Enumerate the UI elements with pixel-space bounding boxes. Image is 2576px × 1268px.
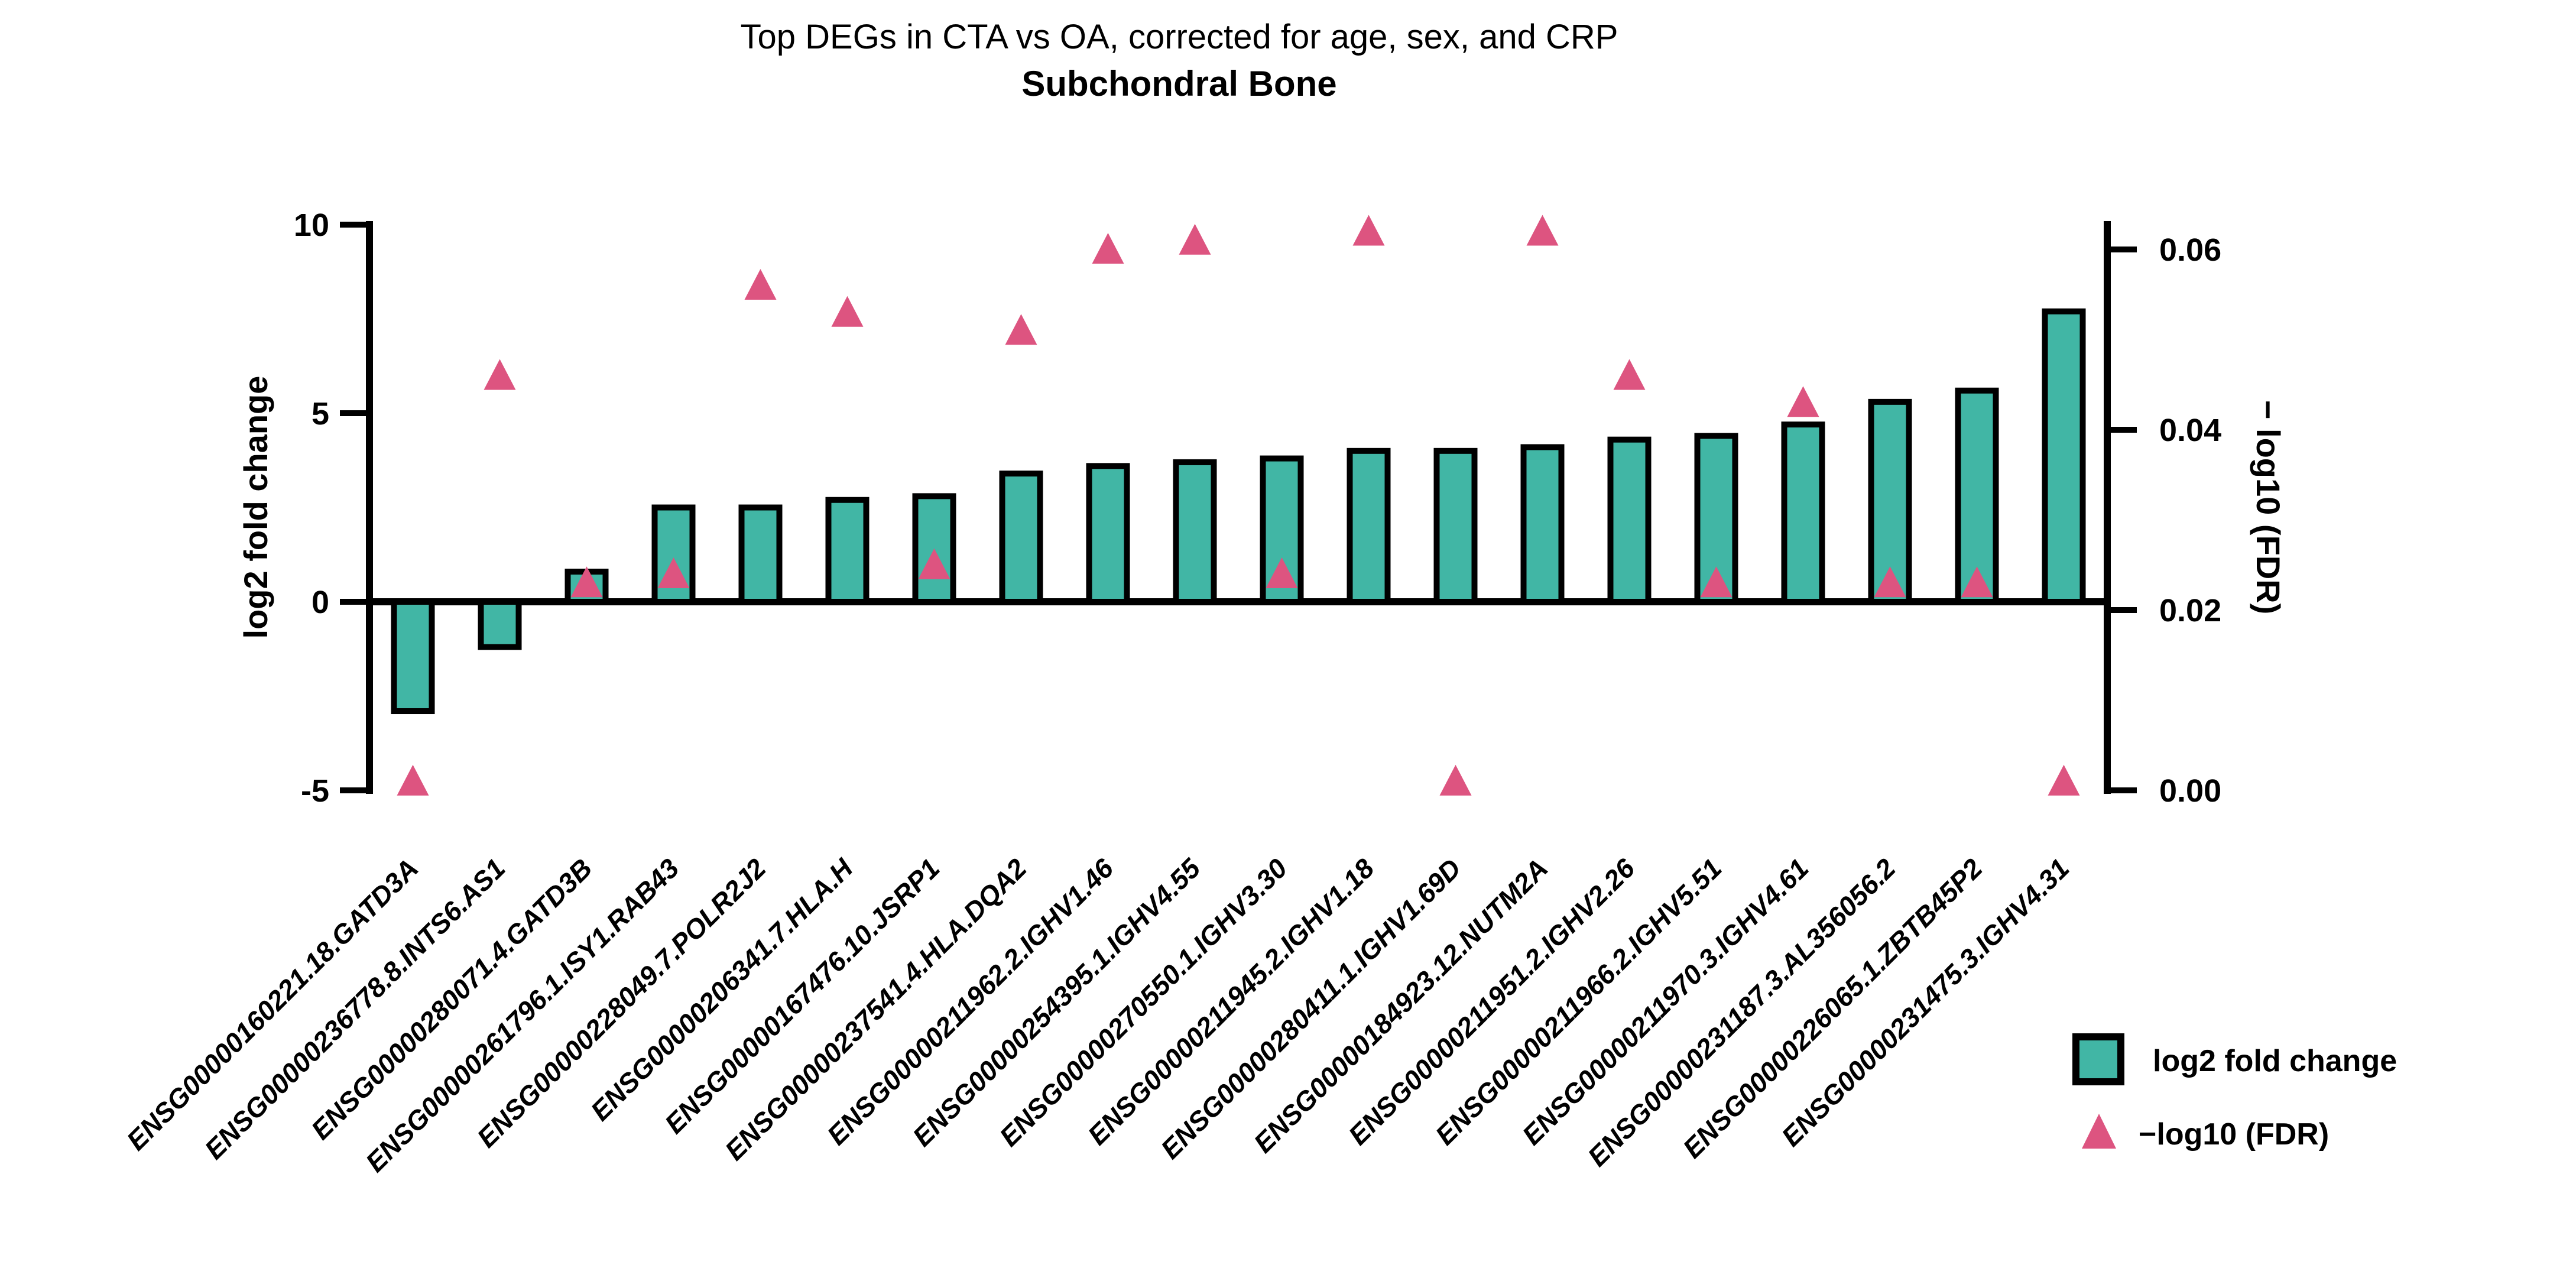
bar-ENSG00000206341.7.HLA.H	[825, 497, 870, 605]
fdr-triangle-ENSG00000231475.3.IGHV4.31	[2048, 764, 2080, 796]
fdr-triangle-ENSG00000280071.4.GATD3B	[570, 566, 603, 598]
fdr-triangle-ENSG00000254395.1.IGHV4.55	[1179, 223, 1211, 255]
right-axis-tick-label: 0.04	[2159, 413, 2221, 448]
chart-title: Top DEGs in CTA vs OA, corrected for age…	[741, 18, 1618, 56]
legend-bar-label: log2 fold change	[2153, 1044, 2397, 1078]
fdr-triangle-ENSG00000167476.10.JSRP1	[918, 548, 950, 579]
bar-ENSG00000270550.1.IGHV3.30	[1260, 455, 1304, 605]
left-axis-title: log2 fold change	[237, 376, 274, 639]
fdr-triangle-ENSG00000237541.4.HLA.DQA2	[1005, 314, 1037, 345]
x-tick-label-ENSG00000231187.3.AL356056.2: ENSG00000231187.3.AL356056.2	[1582, 852, 1902, 1172]
fdr-triangle-ENSG00000211951.2.IGHV2.26	[1613, 359, 1646, 390]
legend-fdr-label: −log10 (FDR)	[2139, 1117, 2329, 1152]
legend: log2 fold change −log10 (FDR)	[2072, 1033, 2397, 1152]
x-tick-label-ENSG00000237541.4.HLA.DQA2: ENSG00000237541.4.HLA.DQA2	[719, 852, 1033, 1166]
fdr-triangle-ENSG00000261796.1.ISY1.RAB43	[657, 557, 690, 588]
fdr-triangle-ENSG00000226065.1.ZBTB45P2	[1961, 566, 1993, 598]
left-axis-tick-label: 10	[294, 207, 329, 243]
fdr-triangle-ENSG00000211962.2.IGHV1.46	[1092, 233, 1124, 264]
fdr-triangle-ENSG00000280411.1.IGHV1.69D	[1439, 764, 1472, 796]
fdr-triangle-ENSG00000184923.12.NUTM2A	[1526, 215, 1559, 246]
chart-subtitle: Subchondral Bone	[1021, 64, 1336, 103]
right-axis-tick-label: 0.06	[2159, 232, 2221, 268]
x-axis-labels: ENSG00000160221.18.GATD3AENSG00000236778…	[121, 852, 2075, 1178]
fdr-triangle-ENSG00000211966.2.IGHV5.51	[1700, 566, 1733, 598]
fdr-triangle-ENSG00000211945.2.IGHV1.18	[1352, 215, 1385, 246]
right-axis-tick-label: 0.00	[2159, 773, 2221, 809]
bar-ENSG00000160221.18.GATD3A	[391, 599, 435, 715]
x-tick-label-ENSG00000261796.1.ISY1.RAB43: ENSG00000261796.1.ISY1.RAB43	[359, 852, 685, 1178]
right-axis-tick-label: 0.02	[2159, 593, 2221, 628]
bar-ENSG00000236778.8.INTS6.AS1	[478, 599, 522, 650]
fdr-triangle-ENSG00000160221.18.GATD3A	[397, 764, 429, 796]
right-axis-title: − log10 (FDR)	[2250, 400, 2287, 614]
bar-ENSG00000211962.2.IGHV1.46	[1086, 463, 1130, 605]
bar-ENSG00000211951.2.IGHV2.26	[1607, 436, 1652, 605]
bar-ENSG00000211945.2.IGHV1.18	[1347, 447, 1391, 605]
legend-bar-swatch	[2072, 1033, 2124, 1085]
bar-ENSG00000211970.3.IGHV4.61	[1781, 421, 1825, 605]
axes: 10 5 0 -5 0.06 0.04 0.02 0.00	[294, 207, 2221, 809]
fdr-triangle-ENSG00000206341.7.HLA.H	[831, 296, 864, 327]
bar-ENSG00000184923.12.NUTM2A	[1520, 444, 1565, 605]
fdr-triangle-ENSG00000236778.8.INTS6.AS1	[484, 359, 516, 390]
left-axis-tick-label: 0	[312, 585, 329, 620]
bar-series	[391, 308, 2086, 715]
left-axis-tick-label: -5	[301, 773, 329, 809]
bar-ENSG00000237541.4.HLA.DQA2	[999, 471, 1043, 605]
fdr-series	[397, 215, 2080, 796]
bar-ENSG00000254395.1.IGHV4.55	[1173, 459, 1217, 605]
fdr-triangle-ENSG00000270550.1.IGHV3.30	[1266, 557, 1298, 588]
fdr-triangle-ENSG00000231187.3.AL356056.2	[1874, 566, 1906, 598]
legend-triangle-marker	[2082, 1114, 2116, 1149]
left-axis-tick-label: 5	[312, 396, 329, 432]
bar-ENSG00000228049.7.POLR2J2	[738, 504, 783, 605]
fdr-triangle-ENSG00000211970.3.IGHV4.61	[1787, 386, 1819, 417]
bar-ENSG00000231475.3.IGHV4.31	[2042, 308, 2086, 605]
bar-ENSG00000280411.1.IGHV1.69D	[1433, 447, 1478, 605]
fdr-triangle-ENSG00000228049.7.POLR2J2	[744, 269, 777, 300]
